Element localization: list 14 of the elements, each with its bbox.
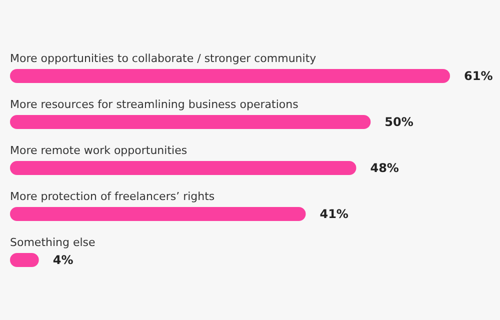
data-label: 41% — [320, 207, 348, 221]
bar — [10, 115, 371, 129]
data-label: 50% — [384, 115, 414, 129]
bar — [10, 69, 450, 83]
y-tick-label: Something else — [10, 236, 96, 249]
y-tick-label: More protection of freelancers’ rights — [10, 190, 215, 203]
data-label: 48% — [370, 161, 399, 175]
y-tick-label: More remote work opportunities — [10, 144, 188, 157]
data-label: 4% — [52, 253, 74, 267]
data-label: 61% — [464, 69, 493, 83]
bar — [10, 207, 306, 221]
bar — [10, 161, 356, 175]
y-tick-label: More resources for streamlining business operations — [10, 98, 299, 111]
y-tick-label: More opportunities to collaborate / stronger community — [10, 52, 317, 65]
